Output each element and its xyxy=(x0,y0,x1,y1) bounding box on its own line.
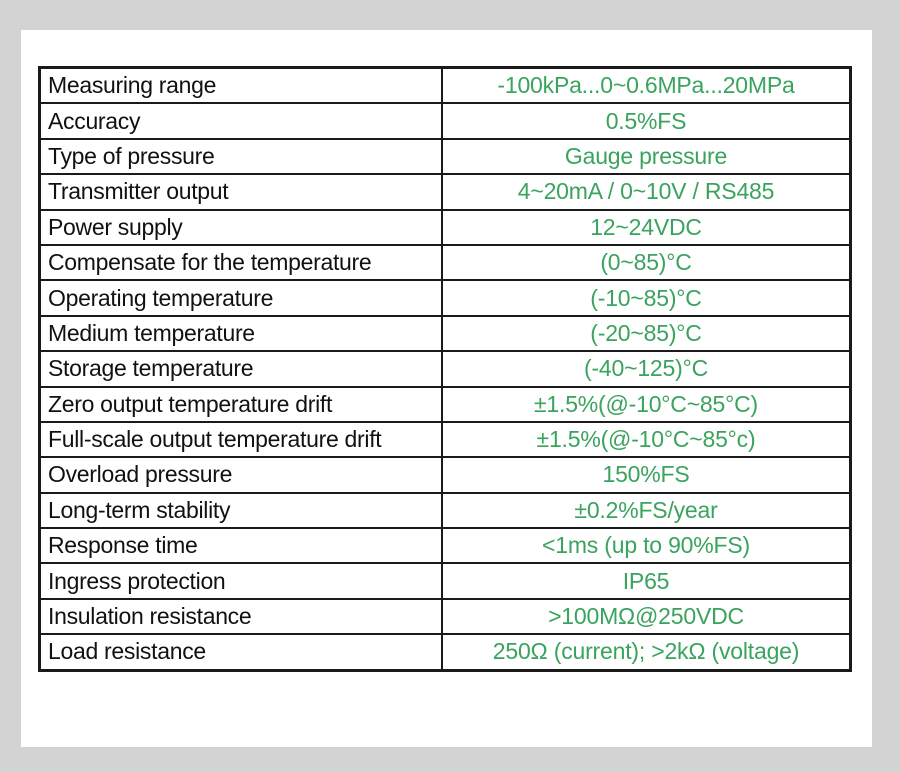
table-row: Ingress protection IP65 xyxy=(38,562,852,600)
spec-value: Gauge pressure xyxy=(441,137,852,176)
spec-label: Medium temperature xyxy=(38,314,443,353)
spec-value: (-20~85)°C xyxy=(441,314,852,353)
spec-label: Compensate for the temperature xyxy=(38,243,443,282)
table-row: Overload pressure 150%FS xyxy=(38,456,852,494)
spec-panel: Measuring range -100kPa...0~0.6MPa...20MP… xyxy=(21,30,872,747)
table-row: Transmitter output 4~20mA / 0~10V / RS485 xyxy=(38,173,852,211)
spec-table: Measuring range -100kPa...0~0.6MPa...20MP… xyxy=(38,66,852,672)
spec-value: 4~20mA / 0~10V / RS485 xyxy=(441,173,852,211)
spec-label: Insulation resistance xyxy=(38,597,443,636)
table-row: Measuring range -100kPa...0~0.6MPa...20MP… xyxy=(38,66,852,105)
spec-label: Response time xyxy=(38,527,443,565)
table-row: Load resistance 250Ω (current); >2kΩ (vol… xyxy=(38,633,852,672)
spec-value: 150%FS xyxy=(441,456,852,494)
spec-value: -100kPa...0~0.6MPa...20MPa xyxy=(441,66,852,105)
spec-label: Storage temperature xyxy=(38,350,443,388)
spec-value: 12~24VDC xyxy=(441,208,852,246)
spec-table-body: Measuring range -100kPa...0~0.6MPa...20MP… xyxy=(38,66,852,672)
spec-value: ±1.5%(@-10°C~85°c) xyxy=(441,420,852,459)
table-row: Medium temperature (-20~85)°C xyxy=(38,314,852,353)
spec-value: >100MΩ@250VDC xyxy=(441,597,852,636)
spec-value: 250Ω (current); >2kΩ (voltage) xyxy=(441,633,852,672)
table-row: Power supply 12~24VDC xyxy=(38,208,852,246)
spec-label: Zero output temperature drift xyxy=(38,385,443,423)
spec-value: (0~85)°C xyxy=(441,243,852,282)
table-row: Full-scale output temperature drift ±1.5%… xyxy=(38,420,852,459)
spec-label: Measuring range xyxy=(38,66,443,105)
spec-value: (-40~125)°C xyxy=(441,350,852,388)
spec-label: Type of pressure xyxy=(38,137,443,176)
spec-value: ±0.2%FS/year xyxy=(441,491,852,530)
spec-value: (-10~85)°C xyxy=(441,279,852,317)
table-row: Compensate for the temperature (0~85)°C xyxy=(38,243,852,282)
spec-label: Ingress protection xyxy=(38,562,443,600)
spec-value: ±1.5%(@-10°C~85°C) xyxy=(441,385,852,423)
spec-label: Full-scale output temperature drift xyxy=(38,420,443,459)
table-row: Storage temperature (-40~125)°C xyxy=(38,350,852,388)
spec-value: 0.5%FS xyxy=(441,102,852,140)
spec-label: Transmitter output xyxy=(38,173,443,211)
table-row: Zero output temperature drift ±1.5%(@-10°… xyxy=(38,385,852,423)
spec-value: IP65 xyxy=(441,562,852,600)
table-row: Response time <1ms (up to 90%FS) xyxy=(38,527,852,565)
table-row: Type of pressure Gauge pressure xyxy=(38,137,852,176)
table-row: Long-term stability ±0.2%FS/year xyxy=(38,491,852,530)
spec-label: Power supply xyxy=(38,208,443,246)
spec-label: Long-term stability xyxy=(38,491,443,530)
spec-label: Load resistance xyxy=(38,633,443,672)
spec-label: Operating temperature xyxy=(38,279,443,317)
table-row: Operating temperature (-10~85)°C xyxy=(38,279,852,317)
spec-label: Accuracy xyxy=(38,102,443,140)
spec-value: <1ms (up to 90%FS) xyxy=(441,527,852,565)
spec-label: Overload pressure xyxy=(38,456,443,494)
table-row: Accuracy 0.5%FS xyxy=(38,102,852,140)
table-row: Insulation resistance >100MΩ@250VDC xyxy=(38,597,852,636)
